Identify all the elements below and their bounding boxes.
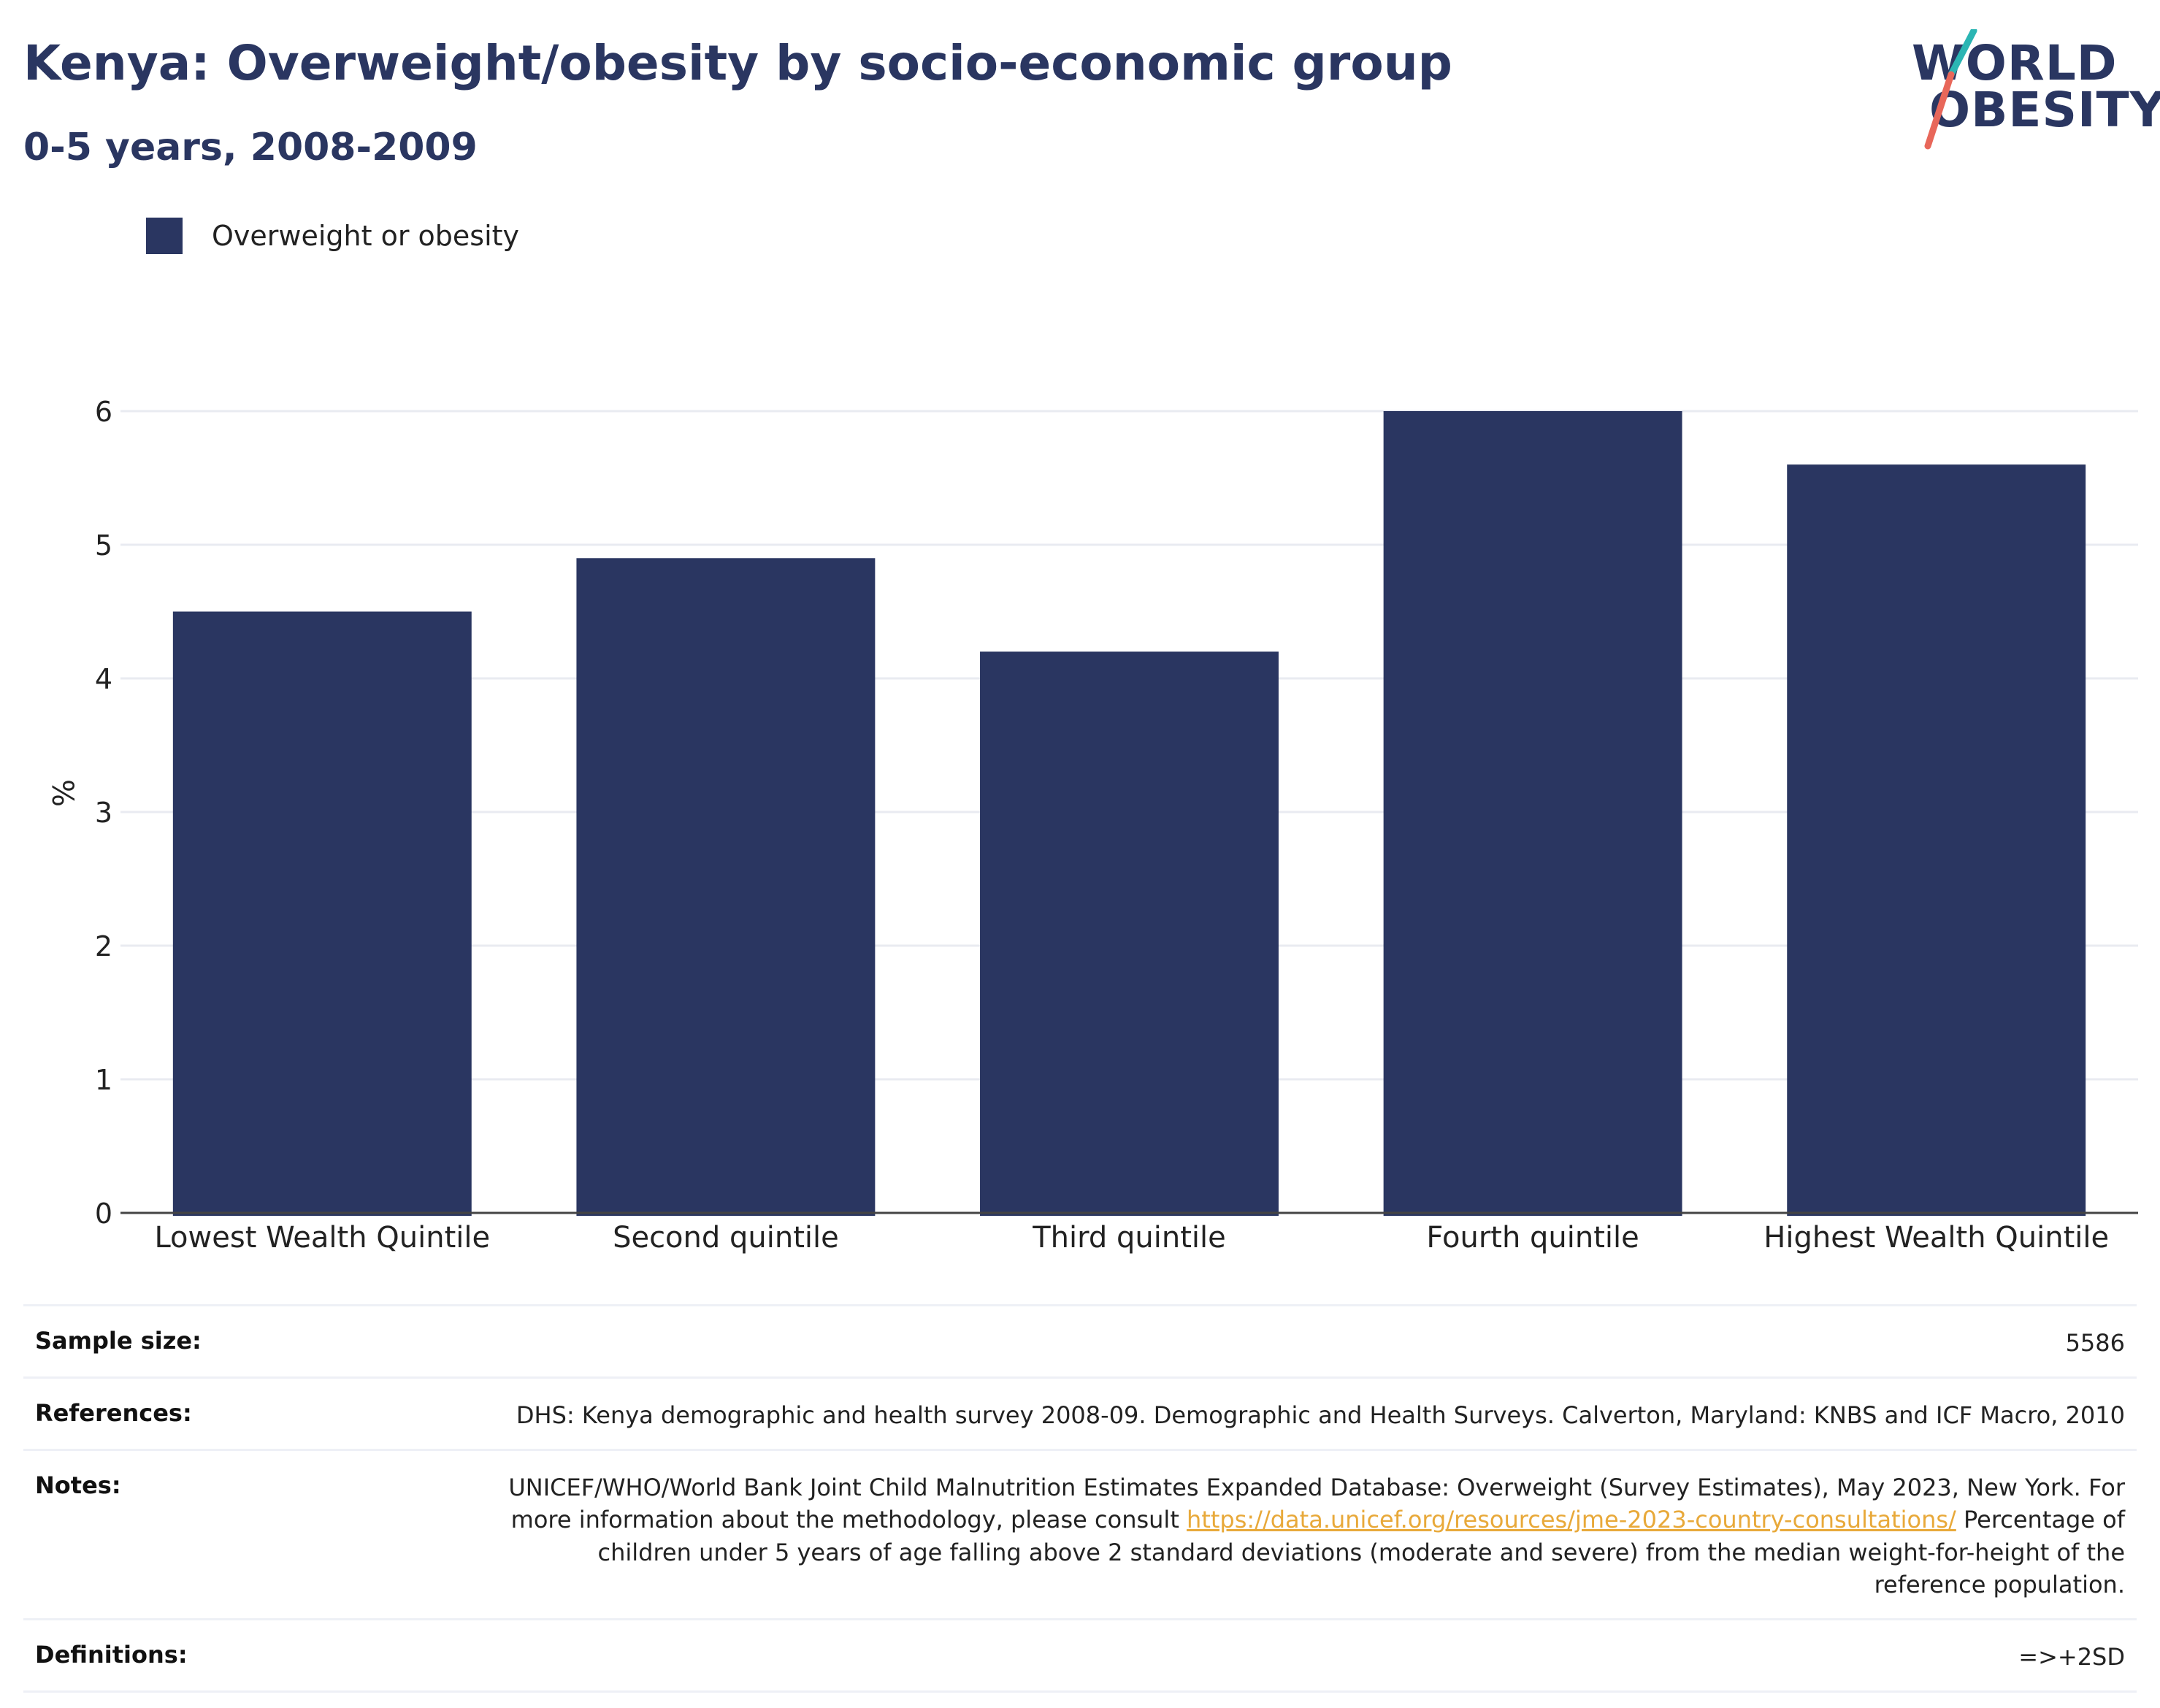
- info-row-sample-size: Sample size: 5586: [23, 1304, 2137, 1376]
- definitions-label: Definitions:: [35, 1640, 188, 1669]
- notes-text-before: UNICEF/WHO/World Bank Joint Child Malnut…: [508, 1474, 2125, 1534]
- y-tick-label: 3: [95, 797, 112, 829]
- bar-third-quintile: [980, 651, 1279, 1216]
- x-category-label: Second quintile: [613, 1221, 839, 1255]
- x-category-label: Fourth quintile: [1426, 1221, 1639, 1255]
- definitions-value: =>+2SD: [2018, 1642, 2125, 1671]
- sample-size-value: 5586: [2065, 1329, 2125, 1357]
- references-value: DHS: Kenya demographic and health survey…: [516, 1401, 2125, 1430]
- references-label: References:: [35, 1399, 192, 1428]
- bar-second-quintile: [576, 558, 876, 1216]
- y-tick-label: 4: [95, 663, 112, 695]
- x-category-label: Lowest Wealth Quintile: [154, 1221, 490, 1255]
- x-category-label: Highest Wealth Quintile: [1763, 1221, 2109, 1255]
- legend-label: Overweight or obesity: [212, 220, 520, 252]
- notes-methodology-link[interactable]: https://data.unicef.org/resources/jme-20…: [1187, 1506, 1956, 1534]
- x-category-label: Third quintile: [1032, 1221, 1225, 1255]
- bar-chart: 0 1 2 3 4 5 6% Lowest Wealth Quintile Second qui…: [45, 396, 2138, 1255]
- y-axis-label: %: [45, 779, 79, 807]
- sample-size-label: Sample size:: [35, 1327, 202, 1355]
- info-row-definitions: Definitions: =>+2SD: [23, 1617, 2137, 1693]
- info-table: Sample size: 5586 References: DHS: Kenya…: [23, 1304, 2137, 1693]
- bar-highest-wealth-quintile: [1787, 464, 2086, 1217]
- bar-lowest-wealth-quintile: [172, 611, 472, 1216]
- legend-swatch: [146, 218, 183, 254]
- info-row-notes: Notes: UNICEF/WHO/World Bank Joint Child…: [23, 1449, 2137, 1618]
- notes-value: UNICEF/WHO/World Bank Joint Child Malnut…: [489, 1471, 2125, 1601]
- y-tick-label: 1: [95, 1064, 112, 1096]
- y-tick-label: 5: [95, 529, 112, 562]
- y-tick-label: 2: [95, 930, 112, 962]
- world-obesity-logo[interactable]: WORLD OBESITY: [1899, 29, 2160, 153]
- info-row-references: References: DHS: Kenya demographic and h…: [23, 1376, 2137, 1449]
- chart-subtitle: 0-5 years, 2008-2009: [23, 126, 478, 169]
- y-tick-label: 6: [95, 396, 112, 428]
- logo-slash-icon: [1924, 29, 1977, 150]
- notes-label: Notes:: [35, 1471, 121, 1500]
- chart-title: Kenya: Overweight/obesity by socio-econo…: [23, 35, 1452, 91]
- notes-text-after: Percentage of children under 5 years of …: [597, 1506, 2126, 1598]
- bar-fourth-quintile: [1383, 411, 1682, 1216]
- y-tick-label: 0: [95, 1198, 112, 1230]
- chart-legend[interactable]: Overweight or obesity: [146, 218, 519, 254]
- logo-line-obesity: OBESITY: [1929, 82, 2160, 138]
